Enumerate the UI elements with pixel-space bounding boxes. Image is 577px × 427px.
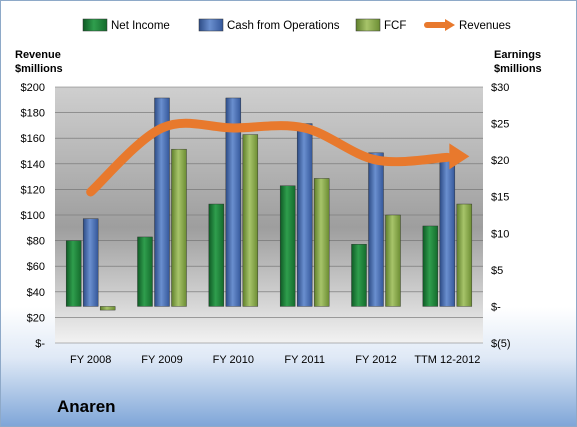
axes: $200 $180 $160 $140 $120 $100 $80 $60 $40 $20 $- $3… — [21, 82, 511, 366]
right-tick-label: $(5) — [491, 338, 511, 350]
left-tick-label: $60 — [27, 261, 45, 273]
revenue-line-path — [86, 118, 452, 197]
left-tick-label: $140 — [21, 159, 45, 171]
legend-label: Cash from Operations — [227, 20, 340, 32]
legend: Net Income Cash from Operations FCF Revenue… — [82, 18, 511, 32]
right-tick-label: $25 — [491, 119, 509, 131]
bar-fcf — [313, 178, 330, 307]
bar-cash-from-operations — [368, 152, 384, 307]
bar-cash-from-operations — [439, 159, 456, 307]
left-tick-label: $- — [35, 338, 45, 350]
legend-label: Revenues — [459, 20, 511, 32]
category-label: FY 2010 — [213, 354, 254, 366]
bar-fcf — [99, 306, 116, 311]
left-tick-label: $40 — [27, 287, 45, 299]
bar-fcf — [456, 203, 473, 307]
right-tick-label: $- — [491, 301, 501, 313]
bar-net-income — [422, 225, 439, 307]
left-tick-label: $20 — [27, 312, 45, 324]
legend-swatch-net-income — [82, 18, 108, 32]
category-label: FY 2009 — [141, 354, 182, 366]
revenue-arrowhead — [449, 143, 470, 170]
bar-fcf — [242, 134, 259, 307]
revenue-line — [86, 118, 470, 197]
right-tick-label: $5 — [491, 265, 503, 277]
bar-fcf — [171, 148, 187, 307]
left-tick-label: $120 — [21, 184, 45, 196]
right-axis-title-line1: Earnings — [494, 49, 541, 61]
bar-cash-from-operations — [154, 97, 170, 307]
left-tick-label: $100 — [21, 210, 45, 222]
left-tick-label: $200 — [21, 82, 45, 94]
legend-swatch-cash-from-operations — [198, 18, 224, 32]
bar-cash-from-operations — [82, 218, 99, 307]
right-tick-label: $30 — [491, 82, 509, 94]
bar-cash-from-operations — [296, 123, 313, 307]
left-axis-title-line1: Revenue — [15, 49, 61, 61]
right-tick-label: $15 — [491, 192, 509, 204]
bar-cash-from-operations — [225, 97, 242, 307]
bar-series — [65, 97, 473, 311]
category-label: FY 2011 — [284, 354, 325, 366]
bar-net-income — [137, 236, 153, 307]
legend-swatch-fcf — [355, 18, 381, 32]
left-tick-label: $80 — [27, 236, 45, 248]
bar-net-income — [351, 244, 367, 307]
company-name: Anaren — [57, 397, 116, 416]
category-label: FY 2008 — [70, 354, 111, 366]
legend-arrow-revenues — [445, 19, 455, 31]
bar-net-income — [279, 185, 296, 307]
bar-net-income — [65, 240, 82, 307]
category-label: TTM 12-2012 — [414, 354, 480, 366]
legend-label: Net Income — [111, 20, 170, 32]
bar-net-income — [208, 203, 225, 307]
right-tick-label: $10 — [491, 228, 509, 240]
left-tick-label: $180 — [21, 108, 45, 120]
left-axis-title-line2: $millions — [15, 63, 63, 75]
grid-lines — [55, 86, 483, 344]
right-axis-title-line2: $millions — [494, 63, 542, 75]
bar-fcf — [385, 214, 401, 307]
left-tick-label: $160 — [21, 133, 45, 145]
legend-label: FCF — [384, 20, 406, 32]
category-label: FY 2012 — [355, 354, 396, 366]
right-tick-label: $20 — [491, 155, 509, 167]
